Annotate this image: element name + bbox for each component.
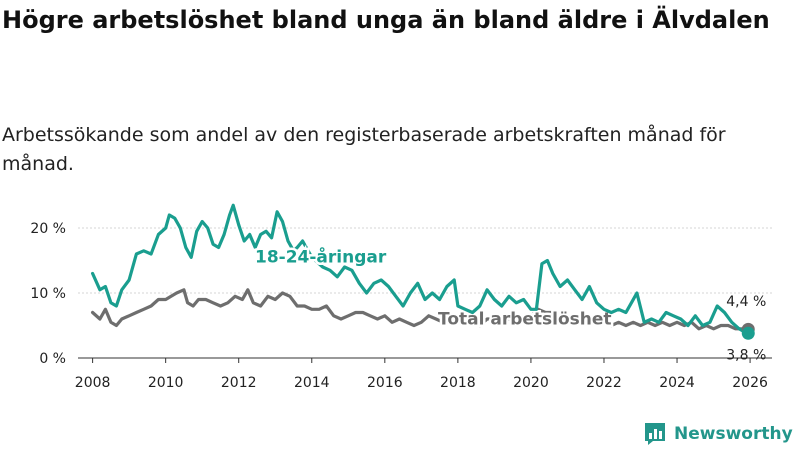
newsworthy-logo-icon xyxy=(645,423,665,445)
x-tick-label: 2014 xyxy=(294,375,330,391)
y-tick-label: 10 % xyxy=(30,286,66,302)
x-tick-label: 2016 xyxy=(367,375,403,391)
x-tick-label: 2024 xyxy=(659,375,695,391)
y-tick-label: 20 % xyxy=(30,221,66,237)
end-label-total: 4,4 % xyxy=(726,294,766,310)
x-tick-label: 2020 xyxy=(513,375,549,391)
series-label-total: Total arbetslöshet xyxy=(438,309,612,329)
x-tick-label: 2012 xyxy=(221,375,257,391)
series-label-youth: 18-24-åringar xyxy=(255,246,387,268)
end-marker-youth xyxy=(741,326,755,340)
x-tick-label: 2022 xyxy=(586,375,622,391)
series-line-total xyxy=(91,288,750,331)
y-tick-label: 0 % xyxy=(39,351,66,367)
chart-subtitle: Arbetssökande som andel av den registerb… xyxy=(2,124,726,175)
series-line-youth xyxy=(91,203,750,335)
x-tick-label: 2010 xyxy=(148,375,184,391)
x-tick-label: 2018 xyxy=(440,375,476,391)
x-tick-label: 2008 xyxy=(75,375,111,391)
brand-name: Newsworthy xyxy=(674,424,793,444)
x-tick-label: 2026 xyxy=(732,375,768,391)
chart-title: Högre arbetslöshet bland unga än bland ä… xyxy=(2,6,770,34)
end-label-youth: 3,8 % xyxy=(726,347,766,363)
brand-logo: Newsworthy xyxy=(644,421,793,447)
